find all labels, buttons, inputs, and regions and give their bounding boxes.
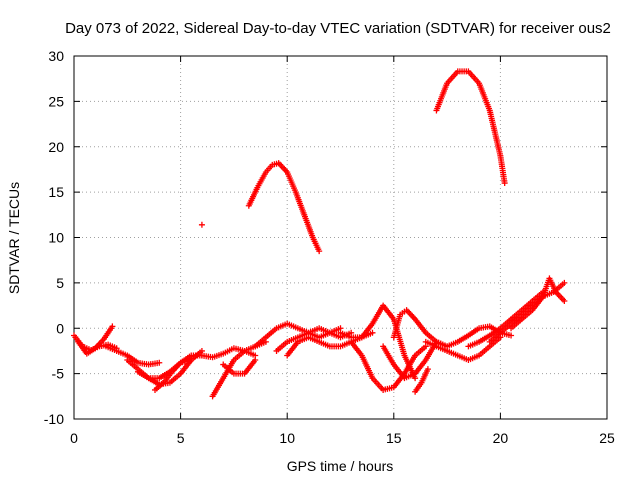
series-arc-25	[508, 275, 568, 332]
series-arc-16	[348, 338, 429, 393]
axis-ticks: 0 5 10 15 20 25 -10 -5 0 5 10 15 20 25 30	[44, 48, 615, 446]
y-tick-label: 0	[56, 320, 64, 336]
y-tick-label: 25	[48, 93, 64, 109]
series-arc-8	[209, 338, 269, 400]
data-point	[369, 329, 376, 336]
x-tick-label: 25	[599, 430, 615, 446]
y-tick-label: 5	[56, 275, 64, 291]
data-point	[156, 359, 163, 366]
data-point	[188, 357, 195, 364]
y-tick-label: 30	[48, 48, 64, 64]
series-arc-3	[102, 343, 163, 368]
series-arc-21	[433, 68, 508, 187]
series-arc-10	[220, 357, 259, 377]
series-arc-2	[75, 323, 116, 357]
series-arc-11	[245, 160, 323, 255]
plot-frame	[73, 55, 608, 420]
data-point	[424, 366, 431, 373]
y-tick-label: 15	[48, 184, 64, 200]
data-point	[109, 323, 116, 330]
series-arc-23	[465, 288, 547, 350]
series-arc-6	[152, 357, 195, 393]
data-point	[316, 248, 323, 255]
series-arc-7	[198, 221, 205, 228]
x-tick-label: 0	[70, 430, 78, 446]
series-arc-9	[198, 345, 259, 361]
data-point	[252, 357, 259, 364]
grid-lines	[74, 56, 607, 419]
data-point	[561, 279, 568, 286]
x-tick-label: 5	[177, 430, 185, 446]
data-point	[501, 180, 508, 187]
chart-title: Day 073 of 2022, Sidereal Day-to-day VTE…	[65, 20, 611, 37]
y-tick-label: 10	[48, 230, 64, 246]
series-arc-20	[412, 366, 431, 395]
x-axis-label: GPS time / hours	[287, 458, 394, 474]
data-point	[561, 298, 568, 305]
x-tick-label: 15	[386, 430, 402, 446]
data-point	[198, 221, 205, 228]
data-point	[508, 332, 515, 339]
series-arc-17	[380, 338, 440, 382]
y-tick-label: -5	[52, 366, 65, 382]
y-tick-label: 20	[48, 139, 64, 155]
data-marks	[71, 68, 568, 400]
x-tick-label: 10	[279, 430, 295, 446]
y-tick-label: -10	[44, 411, 64, 427]
x-tick-label: 20	[493, 430, 509, 446]
y-axis-label: SDTVAR / TECUs	[6, 182, 22, 294]
